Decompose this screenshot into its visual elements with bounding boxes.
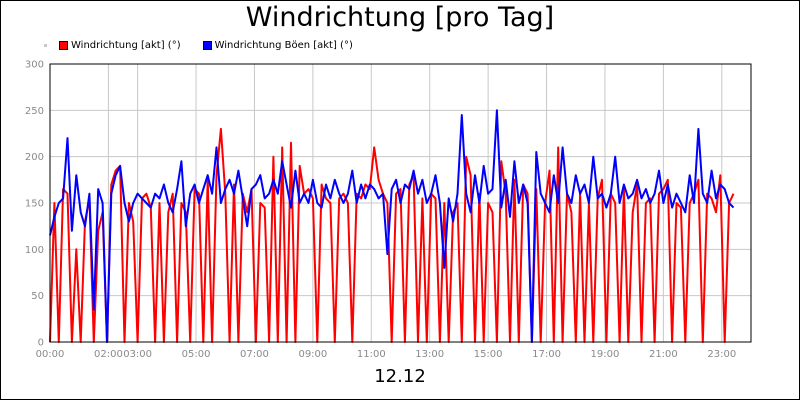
legend-entry-windrichtung: Windrichtung [akt] (°)	[59, 40, 181, 51]
x-tick-label: 11:00	[357, 349, 386, 360]
legend-swatch-red-icon	[59, 40, 68, 50]
x-tick-label: 07:00	[240, 349, 269, 360]
chart-title: Windrichtung [pro Tag]	[245, 2, 555, 33]
x-tick-label: 02:00	[94, 349, 123, 360]
x-tick-label: 17:00	[532, 349, 561, 360]
legend-entry-windrichtung-boeen: Windrichtung Böen [akt] (°)	[202, 39, 353, 51]
x-tick-label: 09:00	[298, 349, 327, 360]
x-tick-label: 13:00	[415, 349, 444, 360]
y-tick-label: 200	[25, 152, 44, 163]
y-tick-label: 50	[31, 291, 44, 302]
legend-label-windrichtung: Windrichtung [akt] (°)	[71, 39, 181, 51]
x-tick-label: 00:00	[36, 349, 65, 360]
y-tick-label: 100	[25, 245, 44, 256]
x-tick-label: 23:00	[707, 349, 736, 360]
plot-border	[49, 63, 752, 343]
chart-subtitle: 12.12	[374, 366, 426, 387]
chart-legend: Windrichtung [akt] (°) Windrichtung Böen…	[44, 38, 375, 52]
y-tick-label: 300	[25, 60, 44, 71]
y-tick-label: 150	[25, 199, 44, 210]
series-line-windrichtung-boeen	[49, 109, 735, 343]
x-tick-label: 15:00	[474, 349, 503, 360]
x-tick-label: 03:00	[123, 349, 152, 360]
y-tick-label: 250	[25, 106, 44, 117]
x-tick-label: 19:00	[591, 349, 620, 360]
y-tick-label: 0	[38, 338, 44, 349]
legend-swatch-blue-icon	[202, 40, 212, 50]
x-tick-label: 05:00	[182, 349, 211, 360]
legend-label-windrichtung-boeen: Windrichtung Böen [akt] (°)	[214, 39, 353, 51]
x-tick-label: 21:00	[649, 349, 678, 360]
legend-marker-icon	[44, 43, 47, 47]
